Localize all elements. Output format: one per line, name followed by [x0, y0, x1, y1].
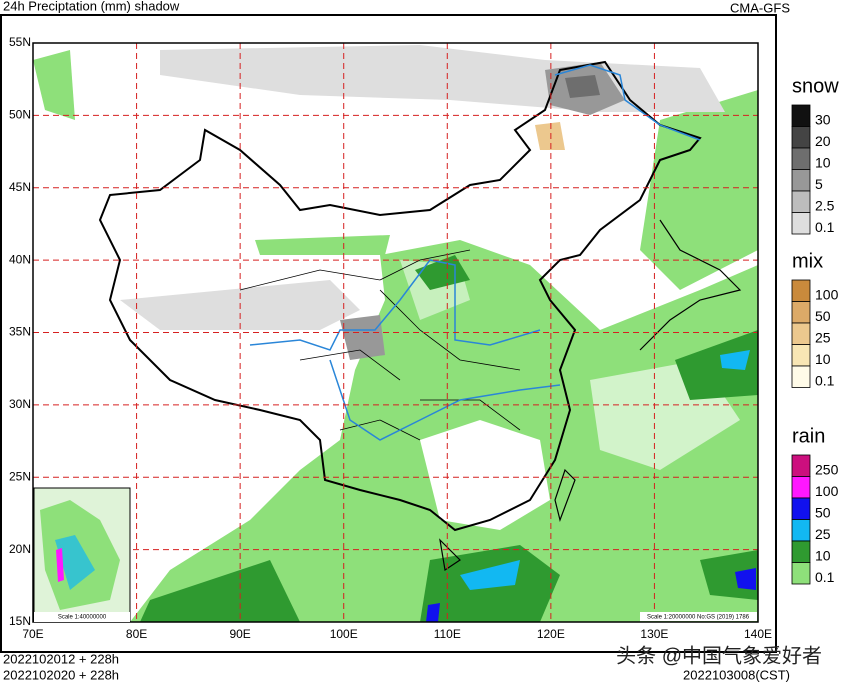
lon-label: 80E: [126, 627, 147, 641]
lat-label: 50N: [9, 108, 31, 122]
legend-swatch: [791, 322, 811, 345]
legend-swatch: [791, 497, 811, 520]
lon-label: 110E: [434, 627, 461, 641]
lat-label: 15N: [9, 614, 31, 628]
lat-label: 25N: [9, 469, 31, 483]
island: [554, 468, 576, 523]
rain-area: [255, 235, 390, 255]
legend-swatch: [791, 104, 811, 127]
lat-label: 30N: [9, 397, 31, 411]
valid-time: 2022103008(CST): [683, 667, 790, 682]
rain-area-heavy: [675, 330, 758, 400]
legend-label: 50: [815, 505, 831, 521]
lat-label: 20N: [9, 542, 31, 556]
legend-swatch: [791, 212, 811, 235]
lon-label: 100E: [330, 627, 358, 641]
legend-label: 0.1: [815, 373, 835, 389]
legend-title: mix: [792, 250, 823, 272]
legend-label: 20: [815, 133, 831, 149]
scale-box: [640, 612, 757, 621]
legend-swatch: [791, 190, 811, 213]
rivers: [249, 259, 561, 441]
legend-swatch: [791, 540, 811, 563]
lon-label: 90E: [229, 627, 250, 641]
legend-swatch: [791, 476, 811, 499]
dry-area: [420, 420, 550, 530]
legend-swatch: [791, 562, 811, 585]
lat-label: 55N: [9, 35, 31, 49]
legend-title: snow: [792, 75, 839, 97]
legend-swatch: [791, 365, 811, 388]
init-time: 2022102020 + 228h: [3, 667, 119, 682]
init-time: 2022102012 + 228h: [3, 651, 119, 666]
watermark: 头条 @中国气象爱好者: [616, 644, 822, 667]
legend-label: 25: [815, 526, 831, 542]
lon-label: 70E: [22, 627, 43, 641]
snow-area-10: [565, 75, 600, 98]
lon-label: 140E: [744, 627, 772, 641]
legend-swatch: [791, 519, 811, 542]
rivers: [554, 64, 701, 141]
rain-area-50: [426, 603, 440, 622]
legends: snow 30 20 10 5 2.5 0.1 mix 100 50 25 10 0.1 rain 250 1…: [791, 75, 839, 585]
legend-label: 10: [815, 351, 831, 367]
title: 24h Preciptation (mm) shadow: [3, 0, 180, 13]
inset-scale: Scale 1:40000000: [58, 615, 107, 621]
legend-label: 0.1: [815, 569, 835, 585]
legend-label: 50: [815, 308, 831, 324]
legend-label: 25: [815, 330, 831, 346]
rain-area-heavy: [140, 560, 300, 622]
snow-area-5: [340, 315, 385, 360]
map-scale: Scale 1:20000000 No:GS (2019) 1786: [647, 615, 750, 621]
legend-swatch: [791, 301, 811, 324]
inset-map: Scale 1:40000000: [33, 487, 131, 623]
rain-area-25: [720, 350, 750, 370]
rain-area-25: [460, 560, 520, 590]
legend-label: 5: [815, 176, 823, 192]
rain-area: [33, 50, 75, 120]
model-name: CMA-GFS: [730, 0, 790, 15]
inset-rain: [56, 548, 64, 582]
rain-area-50: [735, 568, 756, 590]
country-border: [98, 60, 702, 532]
lat-label: 45N: [9, 180, 31, 194]
legend-swatch: [791, 279, 811, 302]
lat-label: 40N: [9, 252, 31, 266]
legend-label: 10: [815, 155, 831, 171]
map-frame: [32, 42, 759, 623]
province-borders: [239, 249, 521, 441]
outer-frame: [0, 14, 777, 653]
legend-swatch: [791, 126, 811, 149]
inset-rain: [55, 535, 95, 590]
legend-swatch: [791, 454, 811, 477]
coastline: [639, 219, 742, 351]
precipitation-fields: [33, 45, 758, 622]
legend-label: 30: [815, 112, 831, 128]
rain-area: [640, 90, 758, 290]
legend-swatch: [791, 344, 811, 367]
legend-swatch: [791, 147, 811, 170]
lon-label: 130E: [640, 627, 668, 641]
legend-title: rain: [792, 425, 825, 447]
legend-label: 0.1: [815, 219, 835, 235]
legend-label: 100: [815, 287, 839, 303]
inset-scale-box: [34, 612, 130, 622]
boundaries: [98, 60, 742, 572]
legend-label: 250: [815, 462, 839, 478]
mix-area: [535, 122, 565, 150]
rain-area: [130, 240, 758, 622]
legend-label: 10: [815, 548, 831, 564]
lon-label: 120E: [537, 627, 565, 641]
legend-swatch: [791, 169, 811, 192]
lat-label: 35N: [9, 325, 31, 339]
legend-label: 100: [815, 483, 839, 499]
island: [439, 538, 461, 572]
rain-area-heavy: [415, 255, 470, 290]
legend-label: 2.5: [815, 198, 835, 214]
